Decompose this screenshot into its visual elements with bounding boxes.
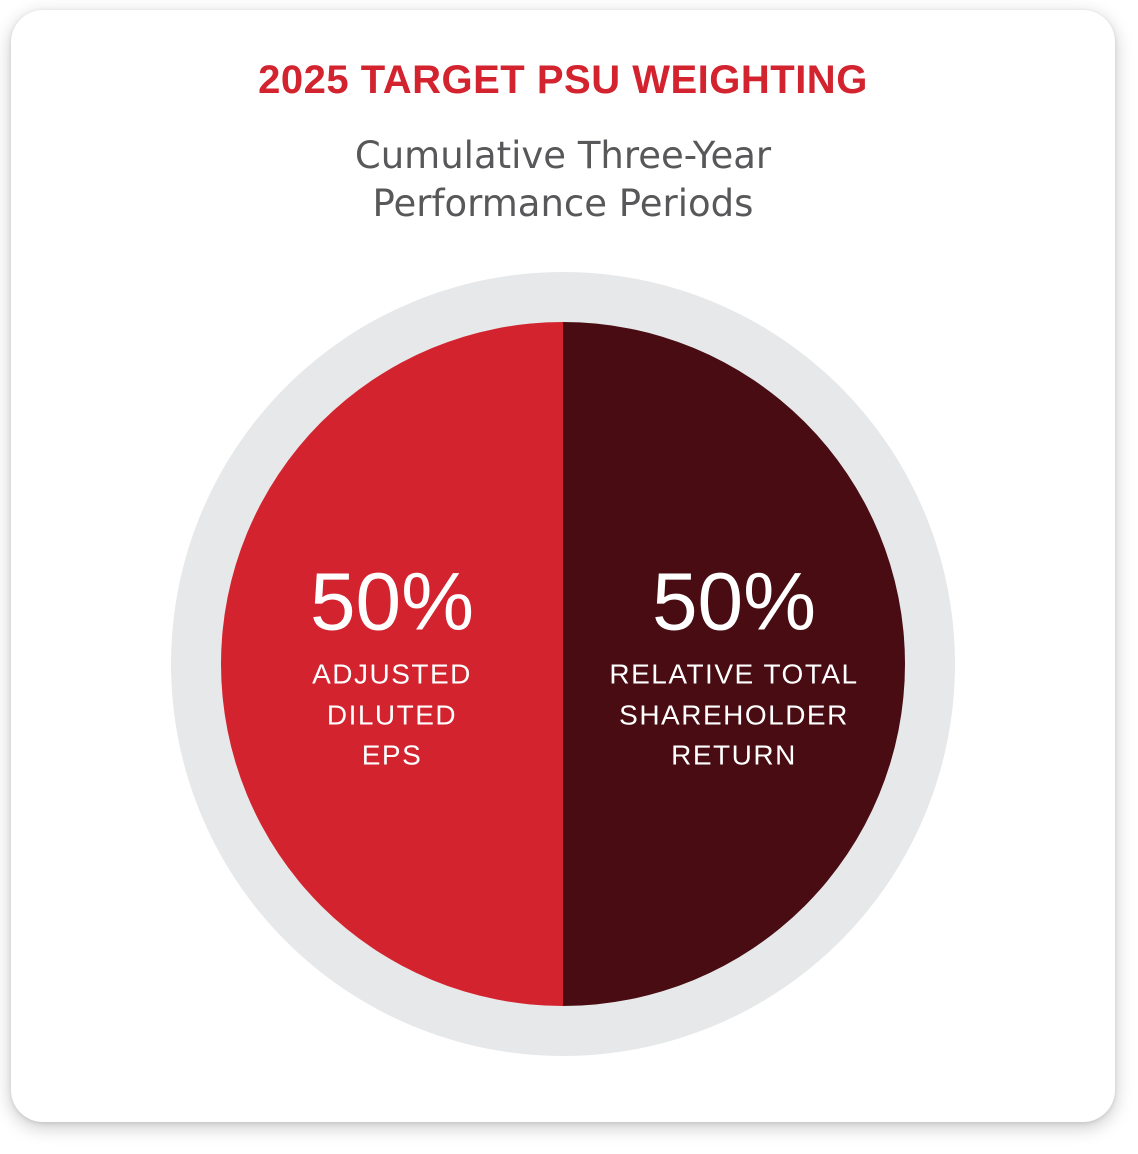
chart-subtitle-line-2: Performance Periods xyxy=(372,182,754,226)
slice-label-left-line-3: EPS xyxy=(361,739,423,771)
slice-label-right-line-3: RETURN xyxy=(671,739,797,771)
slice-label-right-line-1: RELATIVE TOTAL xyxy=(609,658,859,690)
slice-label-right: RELATIVE TOTAL SHAREHOLDER RETURN xyxy=(563,655,905,777)
slice-label-left-line-1: ADJUSTED xyxy=(312,658,472,690)
chart-title: 2025 TARGET PSU WEIGHTING xyxy=(258,58,868,102)
pie-slice-relative-total-shareholder-return: 50% RELATIVE TOTAL SHAREHOLDER RETURN xyxy=(563,556,905,777)
slice-percent-right: 50% xyxy=(651,556,817,648)
pie-slice-adjusted-diluted-eps: 50% ADJUSTED DILUTED EPS xyxy=(221,556,563,777)
slice-label-left-line-2: DILUTED xyxy=(326,699,458,731)
pie: 50% ADJUSTED DILUTED EPS 50% RELATIVE TO… xyxy=(221,322,905,1007)
chart-card: 2025 TARGET PSU WEIGHTING Cumulative Thr… xyxy=(11,10,1115,1122)
slice-label-left: ADJUSTED DILUTED EPS xyxy=(221,655,563,777)
chart-subtitle: Cumulative Three-Year Performance Period… xyxy=(355,132,771,228)
pie-ring: 50% ADJUSTED DILUTED EPS 50% RELATIVE TO… xyxy=(171,272,955,1057)
slice-percent-left: 50% xyxy=(309,556,475,648)
slice-label-right-line-2: SHAREHOLDER xyxy=(619,699,849,731)
chart-subtitle-line-1: Cumulative Three-Year xyxy=(354,134,772,177)
